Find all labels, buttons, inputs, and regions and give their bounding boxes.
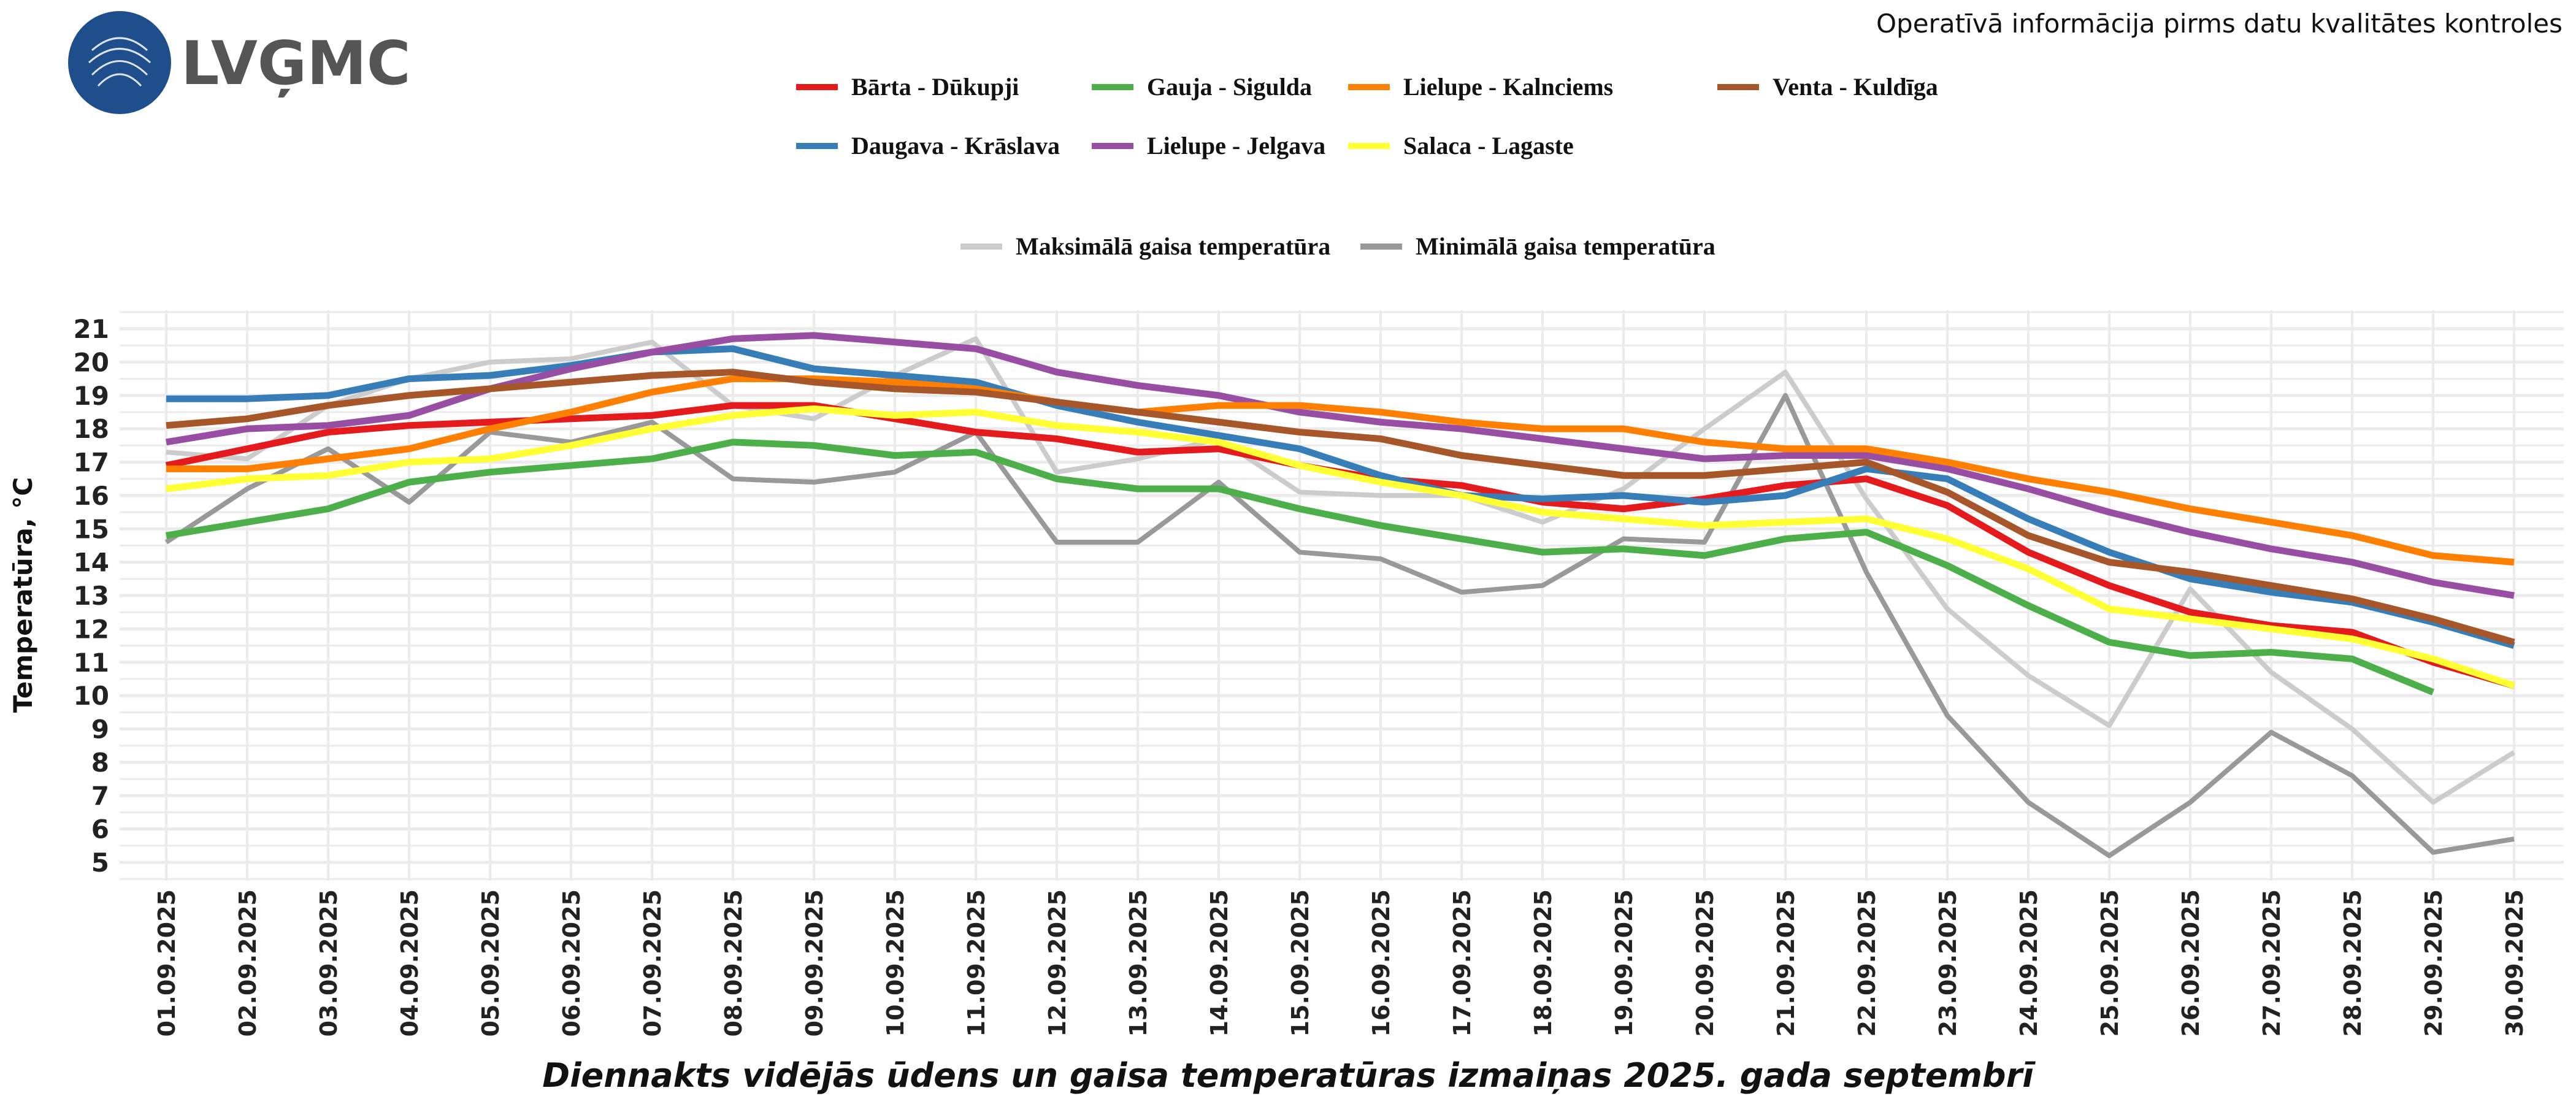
legend-label: Daugava - Krāslava: [851, 132, 1060, 159]
legend-item-daugava: Daugava - Krāslava: [796, 131, 1060, 160]
y-tick-label: 12: [74, 614, 109, 644]
legend-item-venta: Venta - Kuldīga: [1717, 72, 1938, 101]
y-tick-label: 19: [74, 381, 109, 411]
y-tick-label: 7: [91, 781, 109, 811]
legend-label: Bārta - Dūkupji: [851, 73, 1019, 101]
series-line-lielupe---kalnciems: [166, 375, 2515, 566]
x-tick-label: 08.09.2025: [720, 889, 747, 1037]
x-tick-label: 21.09.2025: [1773, 889, 1800, 1037]
legend-item-salaca: Salaca - Lagaste: [1348, 131, 1574, 160]
series-line-minimālā-gaisa-temperatūra: [164, 393, 2515, 859]
legend-item-max-air: Maksimālā gaisa temperatūra: [960, 232, 1330, 261]
legend-item-lielupe-jelgava: Lielupe - Jelgava: [1092, 131, 1325, 160]
x-tick-label: 30.09.2025: [2501, 889, 2528, 1037]
legend-item-lielupe-kalnciems: Lielupe - Kalnciems: [1348, 72, 1613, 101]
series-lines: [164, 332, 2516, 859]
series-line-venta---kuldīga: [166, 369, 2515, 646]
y-tick-label: 9: [91, 715, 109, 745]
y-tick-label: 17: [74, 448, 109, 478]
x-tick-label: 11.09.2025: [963, 889, 990, 1037]
x-tick-label: 04.09.2025: [396, 889, 423, 1037]
x-tick-label: 10.09.2025: [882, 889, 909, 1037]
data-quality-note: Operatīvā informācija pirms datu kvalitā…: [1876, 9, 2563, 39]
series-line-salaca---lagaste: [166, 405, 2515, 689]
series-line-gauja---sigulda: [166, 439, 2435, 696]
legend-item-barta: Bārta - Dūkupji: [796, 72, 1019, 101]
series-line-daugava---krāslava: [166, 345, 2515, 649]
x-tick-label: 07.09.2025: [639, 889, 666, 1037]
x-axis-ticks: 01.09.2025 02.09.2025 03.09.2025 04.09.2025…: [153, 889, 2528, 1037]
legend-label: Gauja - Sigulda: [1147, 73, 1312, 101]
x-tick-label: 22.09.2025: [1853, 889, 1880, 1037]
y-tick-label: 18: [74, 414, 109, 444]
legend-item-min-air: Minimālā gaisa temperatūra: [1360, 232, 1715, 261]
series-line-maksimālā-gaisa-temperatūra: [166, 336, 2516, 805]
x-tick-label: 28.09.2025: [2339, 889, 2366, 1037]
x-tick-label: 12.09.2025: [1044, 889, 1071, 1037]
y-axis-label: Temperatūra, °C: [8, 477, 38, 713]
legend-label: Salaca - Lagaste: [1403, 132, 1574, 159]
x-tick-label: 09.09.2025: [801, 889, 828, 1037]
x-tick-label: 19.09.2025: [1611, 889, 1638, 1037]
x-tick-label: 16.09.2025: [1368, 889, 1395, 1037]
x-tick-label: 27.09.2025: [2258, 889, 2285, 1037]
legend-label: Maksimālā gaisa temperatūra: [1016, 232, 1331, 260]
x-tick-label: 26.09.2025: [2177, 889, 2204, 1037]
y-tick-label: 6: [91, 815, 109, 845]
y-tick-label: 21: [74, 314, 109, 344]
chart-title: Diennakts vidējās ūdens un gaisa tempera…: [542, 1056, 2034, 1095]
x-tick-label: 03.09.2025: [315, 889, 342, 1037]
y-tick-label: 14: [74, 548, 109, 578]
x-tick-label: 15.09.2025: [1287, 889, 1314, 1037]
x-tick-label: 13.09.2025: [1125, 889, 1152, 1037]
y-tick-label: 15: [74, 514, 109, 544]
x-tick-label: 14.09.2025: [1206, 889, 1233, 1037]
y-tick-label: 11: [74, 648, 109, 678]
x-tick-label: 06.09.2025: [558, 889, 585, 1037]
x-tick-label: 01.09.2025: [153, 889, 180, 1037]
legend-label: Lielupe - Jelgava: [1147, 132, 1326, 159]
y-tick-label: 10: [74, 681, 109, 711]
svg-text:LVĢMC: LVĢMC: [181, 29, 411, 99]
series-line-lielupe---jelgava: [166, 332, 2515, 599]
y-tick-label: 13: [74, 581, 109, 611]
x-tick-label: 17.09.2025: [1449, 889, 1476, 1037]
x-tick-label: 23.09.2025: [1934, 889, 1961, 1037]
x-tick-label: 29.09.2025: [2420, 889, 2447, 1037]
legend-label: Lielupe - Kalnciems: [1403, 73, 1614, 101]
x-tick-label: 05.09.2025: [477, 889, 504, 1037]
x-tick-label: 25.09.2025: [2096, 889, 2123, 1037]
y-tick-label: 8: [91, 748, 109, 778]
y-tick-label: 16: [74, 481, 109, 511]
legend-label: Minimālā gaisa temperatūra: [1416, 232, 1715, 260]
y-tick-label: 5: [91, 848, 109, 878]
y-tick-label: 20: [74, 347, 109, 377]
x-tick-label: 18.09.2025: [1530, 889, 1557, 1037]
x-tick-label: 02.09.2025: [234, 889, 261, 1037]
legend-label: Venta - Kuldīga: [1773, 73, 1938, 101]
x-tick-label: 20.09.2025: [1692, 889, 1719, 1037]
x-tick-label: 24.09.2025: [2015, 889, 2042, 1037]
lvgmc-logo: LVĢMC: [68, 11, 411, 114]
legend-item-gauja: Gauja - Sigulda: [1092, 72, 1312, 101]
